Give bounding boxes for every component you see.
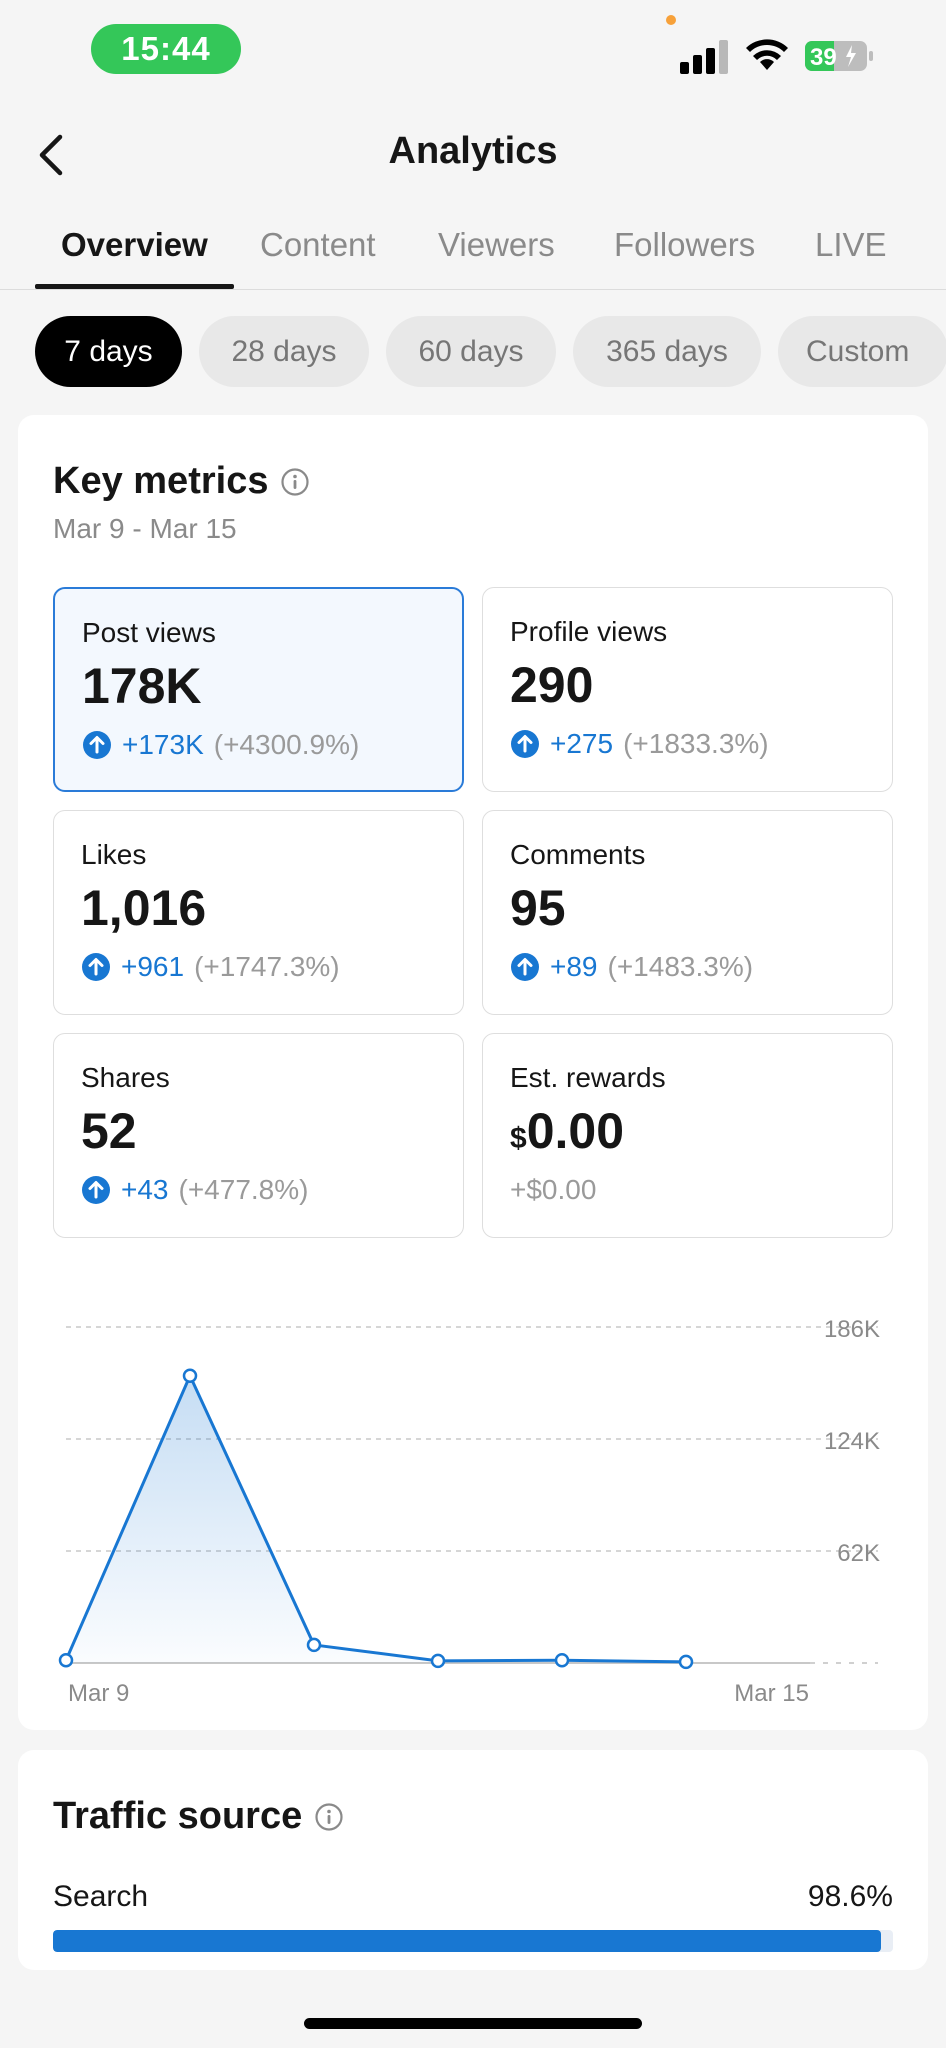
currency-symbol: $	[510, 1122, 527, 1155]
rewards-amount: 0.00	[526, 1103, 625, 1159]
tab-live[interactable]: LIVE	[815, 226, 887, 263]
info-icon[interactable]	[280, 467, 310, 497]
metric-value: $0.00	[510, 1102, 624, 1160]
range-chip-28-days[interactable]: 28 days	[199, 316, 369, 387]
chart-data-point	[58, 1653, 74, 1668]
chart-data-point	[306, 1637, 322, 1653]
metric-comments[interactable]: Comments 95 +89 (+1483.3%)	[482, 810, 893, 1015]
chevron-left-icon	[39, 134, 63, 176]
analytics-tabs: Overview Content Viewers Followers LIVE	[0, 216, 946, 290]
range-chip-60-days[interactable]: 60 days	[386, 316, 556, 387]
chart-y-tick-label: 186K	[824, 1316, 880, 1343]
back-button[interactable]	[26, 128, 76, 182]
info-icon[interactable]	[314, 1802, 344, 1832]
metric-label: Likes	[81, 839, 147, 870]
metric-delta: +89	[550, 951, 598, 982]
metric-delta: +43	[121, 1174, 169, 1205]
chart-y-tick-label: 124K	[824, 1428, 880, 1455]
metric-label: Est. rewards	[510, 1062, 666, 1093]
metric-value: 1,016	[81, 880, 207, 936]
traffic-source-title: Traffic source	[53, 1795, 303, 1837]
tab-followers[interactable]: Followers	[614, 226, 756, 263]
chart-data-point	[554, 1653, 570, 1668]
chart-x-tick-label: Mar 9	[68, 1680, 129, 1705]
arrow-up-circle-icon	[82, 1176, 110, 1204]
metric-delta: +961	[121, 951, 185, 982]
traffic-source-card: Traffic source Search 98.6%	[18, 1750, 928, 1970]
chart-area	[66, 1375, 686, 1663]
chart-series-line	[64, 1374, 687, 1664]
tab-active-indicator	[35, 284, 234, 289]
traffic-source-heading: Traffic source	[53, 1795, 344, 1838]
status-bar: 15:44 39	[0, 0, 946, 100]
metric-change: +275 (+1833.3%)	[510, 728, 769, 760]
metric-est-rewards[interactable]: Est. rewards $0.00 +$0.00	[482, 1033, 893, 1238]
home-indicator	[304, 2018, 642, 2029]
traffic-label: Search	[53, 1880, 149, 1913]
metric-change: +89 (+1483.3%)	[510, 951, 753, 983]
key-metrics-card: Key metrics Mar 9 - Mar 15 Post views 17…	[18, 415, 928, 1730]
arrow-up-circle-icon	[83, 731, 111, 759]
date-range-chips: 7 days 28 days 60 days 365 days Custom	[0, 316, 946, 388]
metric-profile-views[interactable]: Profile views 290 +275 (+1833.3%)	[482, 587, 893, 792]
traffic-value: 98.6%	[807, 1880, 893, 1913]
chart-data-point	[182, 1368, 198, 1384]
battery-level: 39	[810, 44, 837, 71]
status-time: 15:44	[91, 24, 241, 74]
privacy-indicator-dot	[666, 15, 676, 25]
wifi-icon	[746, 39, 788, 70]
metric-percent: (+477.8%)	[178, 1174, 309, 1205]
cellular-signal-icon	[680, 40, 728, 74]
tab-content[interactable]: Content	[260, 226, 376, 263]
battery-icon: 39	[805, 41, 873, 71]
metric-label: Shares	[81, 1062, 170, 1093]
page-title: Analytics	[388, 130, 558, 172]
key-metrics-title: Key metrics	[53, 460, 269, 502]
metric-value: 178K	[82, 658, 202, 714]
chart-y-tick-label: 62K	[837, 1540, 880, 1567]
chart-x-tick-label: Mar 15	[734, 1680, 809, 1705]
metric-delta: +275	[550, 728, 614, 759]
metric-change: +$0.00	[510, 1174, 597, 1205]
metric-shares[interactable]: Shares 52 +43 (+477.8%)	[53, 1033, 464, 1238]
metric-post-views[interactable]: Post views 178K +173K (+4300.9%)	[53, 587, 464, 792]
range-chip-365-days[interactable]: 365 days	[573, 316, 761, 387]
metric-label: Post views	[82, 617, 216, 648]
traffic-bar-track	[53, 1930, 893, 1952]
metric-value: 95	[510, 880, 566, 936]
metric-percent: (+1833.3%)	[623, 728, 769, 759]
metric-percent: (+4300.9%)	[213, 729, 360, 760]
metric-value: 290	[510, 657, 594, 713]
metric-delta: +173K	[122, 729, 204, 760]
metric-label: Profile views	[510, 616, 668, 647]
metric-change: +173K (+4300.9%)	[82, 729, 359, 761]
traffic-bar-fill	[53, 1930, 882, 1952]
metric-value: 52	[81, 1103, 137, 1159]
post-views-chart: 186K 124K 62K Mar 9 Mar 15	[58, 1316, 880, 1705]
chart-data-point	[678, 1654, 694, 1670]
traffic-row-search: Search 98.6%	[53, 1880, 893, 1914]
arrow-up-circle-icon	[511, 730, 539, 758]
key-metrics-heading: Key metrics	[53, 460, 310, 503]
date-range-label: Mar 9 - Mar 15	[53, 513, 237, 544]
arrow-up-circle-icon	[511, 953, 539, 981]
metric-change: +961 (+1747.3%)	[81, 951, 340, 983]
metric-percent: (+1483.3%)	[607, 951, 754, 982]
metric-likes[interactable]: Likes 1,016 +961 (+1747.3%)	[53, 810, 464, 1015]
page-header: Analytics	[0, 110, 946, 200]
chart-data-point	[430, 1653, 446, 1669]
range-chip-7-days[interactable]: 7 days	[35, 316, 182, 387]
tab-overview[interactable]: Overview	[61, 226, 208, 263]
metric-label: Comments	[510, 839, 646, 870]
arrow-up-circle-icon	[82, 953, 110, 981]
metric-percent: (+1747.3%)	[194, 951, 340, 982]
metric-change: +43 (+477.8%)	[81, 1174, 308, 1206]
tab-viewers[interactable]: Viewers	[438, 226, 555, 263]
range-chip-custom[interactable]: Custom	[778, 316, 946, 387]
